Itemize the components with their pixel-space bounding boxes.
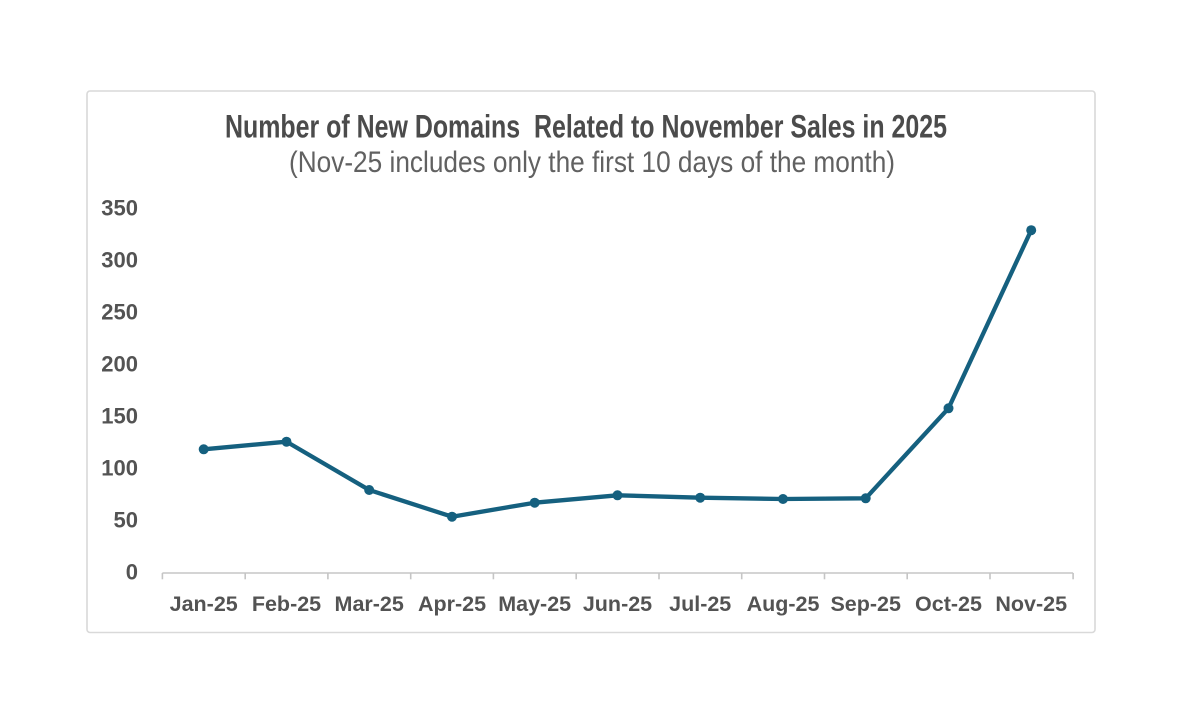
svg-text:Nov-25: Nov-25 bbox=[995, 592, 1067, 616]
svg-text:300: 300 bbox=[101, 247, 138, 272]
svg-text:May-25: May-25 bbox=[498, 592, 571, 616]
svg-text:150: 150 bbox=[101, 403, 138, 428]
svg-text:Aug-25: Aug-25 bbox=[747, 592, 820, 616]
svg-text:250: 250 bbox=[101, 299, 138, 324]
svg-text:Mar-25: Mar-25 bbox=[335, 592, 404, 616]
svg-text:Feb-25: Feb-25 bbox=[252, 592, 321, 616]
svg-text:350: 350 bbox=[101, 195, 138, 220]
svg-text:Sep-25: Sep-25 bbox=[830, 592, 901, 616]
svg-text:Jan-25: Jan-25 bbox=[170, 592, 238, 616]
svg-text:Oct-25: Oct-25 bbox=[915, 592, 982, 616]
svg-text:Jun-25: Jun-25 bbox=[583, 592, 652, 616]
svg-text:(Nov-25 includes only the firs: (Nov-25 includes only the first 10 days … bbox=[289, 146, 895, 179]
svg-text:Jul-25: Jul-25 bbox=[669, 592, 731, 616]
svg-text:50: 50 bbox=[114, 508, 138, 533]
svg-text:0: 0 bbox=[126, 560, 138, 585]
svg-text:200: 200 bbox=[101, 351, 138, 376]
svg-text:Number of New Domains Related: Number of New Domains Related to Novembe… bbox=[225, 109, 947, 145]
svg-text:Apr-25: Apr-25 bbox=[418, 592, 486, 616]
svg-text:100: 100 bbox=[101, 455, 138, 480]
